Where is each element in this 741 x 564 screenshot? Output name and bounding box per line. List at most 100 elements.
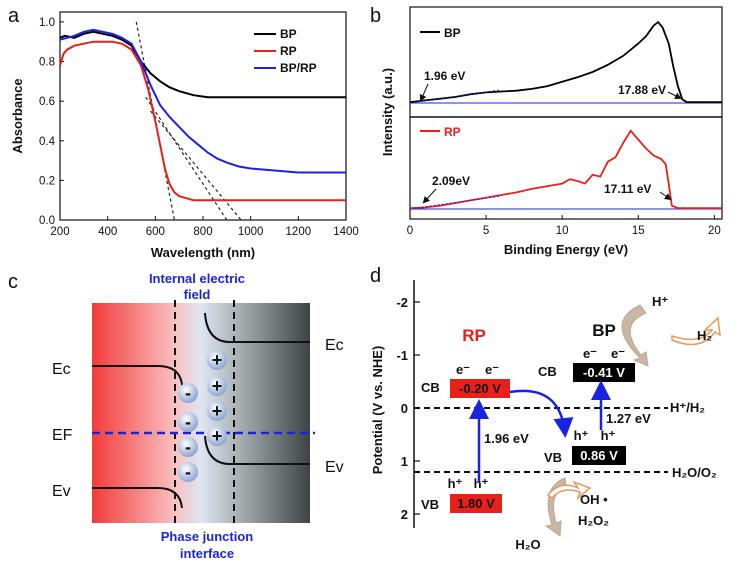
y-tick-label-a: 0.4: [39, 136, 56, 148]
rp-vb-box: [450, 494, 502, 513]
x-tick-label-a: 600: [146, 226, 165, 238]
junction-gradient: [92, 303, 310, 523]
bp-cb-value: -0.41 V: [583, 365, 625, 380]
h2-label: H₂: [697, 328, 712, 343]
ev-left-label: Ev: [52, 483, 71, 500]
field-title-line2: field: [184, 287, 211, 302]
hydrogen-evolution-arrow: [621, 304, 649, 367]
x-axis-label-a: Wavelength (nm): [151, 245, 255, 260]
series-line-bp-rp: [59, 28, 346, 174]
x-tick-label-b: 20: [708, 225, 721, 237]
band-alignment-d: -2 -1 0 1 2 Potential (V vs. NHE) H⁺/H₂ H₂O/…: [370, 280, 721, 552]
bp-cb-label: CB: [538, 364, 557, 379]
electron-transfer-arrow: [509, 389, 574, 438]
annotation-rp-vb: 2.09eV: [432, 174, 470, 188]
hydroxyl-label: OH •: [580, 492, 608, 507]
spectrum-bp: [409, 20, 722, 104]
h2o2-label: H₂O₂: [578, 513, 609, 528]
field-title-line1: Internal electric: [149, 271, 245, 286]
h2o-o2-label: H₂O/O₂: [672, 465, 717, 480]
rp-vb-value: 1.80 V: [457, 496, 495, 511]
electron-ball: [178, 462, 198, 482]
tangent-line: [145, 96, 228, 221]
rp-gap-label: 1.96 eV: [484, 431, 529, 446]
bp-hole-1: h⁺: [574, 428, 589, 443]
bp-vb-label: VB: [544, 450, 562, 465]
x-axis-label-b: Binding Energy (eV): [504, 242, 628, 257]
potential-tick-label: 0: [401, 401, 408, 416]
plus-sign: +: [212, 426, 223, 446]
h2-release-arrow: [671, 316, 721, 346]
legend-label-bp-rp: BP/RP: [280, 61, 317, 75]
annotation-arrow-bp-cutoff: [667, 91, 682, 99]
ec-left-band: [92, 365, 183, 386]
hole-ball: [207, 401, 227, 421]
spectrum-rp: [409, 129, 722, 210]
series-line-bp: [59, 30, 346, 99]
water-label: H₂O: [515, 537, 540, 552]
annotation-bp-vb: 1.96 eV: [424, 69, 465, 83]
rp-electron-2: e⁻: [485, 362, 499, 377]
tangent-line: [135, 21, 175, 221]
bp-title: BP: [592, 321, 616, 340]
minus-sign: -: [185, 412, 191, 432]
oxidation-product-arrow: [546, 480, 592, 501]
electron-ball: [178, 383, 198, 403]
ef-label: EF: [52, 427, 73, 444]
bp-vb-box: [572, 446, 626, 465]
electron-ball: [178, 437, 198, 457]
y-tick-label-a: 0.8: [39, 57, 55, 69]
legend-label-bp: BP: [280, 27, 297, 41]
interface-label-line2: interface: [180, 546, 234, 561]
x-tick-label-b: 5: [483, 225, 489, 237]
bp-vb-value: 0.86 V: [580, 448, 618, 463]
annotation-bp-cutoff: 17.88 eV: [618, 83, 666, 97]
potential-tick-label: -1: [396, 348, 408, 363]
ec-left-label: Ec: [52, 361, 71, 378]
y-tick-label-a: 1.0: [39, 17, 55, 29]
minus-sign: -: [185, 383, 191, 403]
hole-ball: [207, 350, 227, 370]
ev-right-band: [204, 435, 310, 465]
absorbance-chart: 200 400 600 800 1000 1200 1400 0.0 0.2 0.4 0.6 0.8…: [10, 11, 359, 260]
x-tick-label-a: 800: [193, 226, 212, 238]
panel-label-a: a: [8, 5, 20, 27]
bp-cb-box: [573, 363, 635, 382]
potential-tick-label: 2: [401, 507, 408, 522]
bp-electron-1: e⁻: [583, 346, 597, 361]
minus-sign: -: [185, 462, 191, 482]
y-tick-label-a: 0.2: [39, 175, 55, 187]
interface-label-line1: Phase junction: [161, 529, 254, 544]
x-tick-label-a: 1000: [238, 226, 264, 238]
annotation-rp-cutoff: 17.11 eV: [604, 182, 651, 196]
onset-tangent-rp: [409, 195, 502, 210]
ev-left-band: [92, 487, 183, 509]
plus-sign: +: [212, 350, 223, 370]
legend-label-rp-b: RP: [444, 125, 461, 139]
series-line-rp: [59, 40, 346, 202]
electron-ball: [178, 412, 198, 432]
x-tick-label-a: 1400: [333, 226, 359, 238]
vb-xps-chart: 0 5 10 15 20 Binding Energy (eV) Intensity (…: [380, 6, 723, 257]
band-diagram-c: Internal electric field - - - - + + + + Ec EF E…: [52, 271, 344, 561]
y-axis-label-b: Intensity (a.u.): [380, 68, 395, 156]
rp-hole-1: h⁺: [448, 476, 463, 491]
x-tick-label-a: 400: [98, 226, 117, 238]
rp-cb-label: CB: [421, 380, 440, 395]
plus-sign: +: [212, 401, 223, 421]
charge-carriers: - - - - + + + +: [178, 350, 227, 482]
ev-right-label: Ev: [325, 459, 344, 476]
bp-electron-2: e⁻: [611, 346, 625, 361]
plot-frame-b: [409, 6, 723, 220]
x-tick-label-a: 1200: [286, 226, 312, 238]
plus-sign: +: [212, 376, 223, 396]
rp-hole-2: h⁺: [474, 476, 489, 491]
annotation-arrow-rp-vb: [422, 188, 437, 204]
onset-tangent-bp: [409, 89, 502, 104]
rp-title: RP: [462, 326, 486, 345]
ec-right-label: Ec: [325, 337, 344, 354]
x-tick-label-b: 15: [632, 225, 645, 237]
ec-right-band: [204, 312, 310, 343]
x-tick-label-b: 0: [407, 225, 413, 237]
